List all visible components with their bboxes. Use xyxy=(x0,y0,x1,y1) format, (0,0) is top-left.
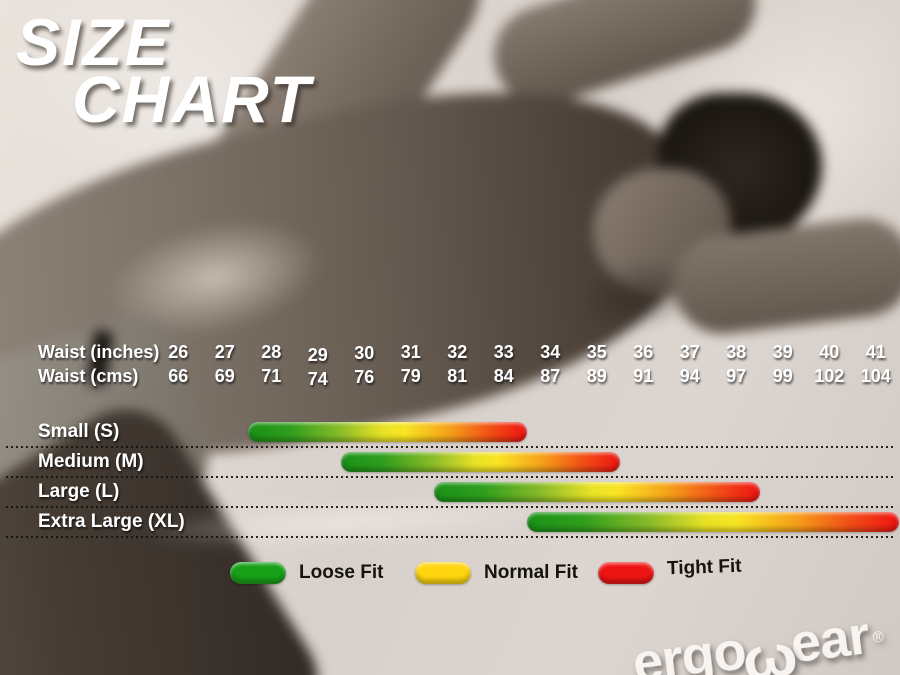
waist-inch-value: 39 xyxy=(772,342,793,362)
waist-inch-value: 36 xyxy=(633,342,654,362)
waist-cm-value: 79 xyxy=(400,366,421,386)
dotted-separator xyxy=(6,506,894,508)
dotted-separator xyxy=(6,536,894,538)
legend-item-tight-fit: Tight Fit xyxy=(598,556,742,584)
legend-item-loose-fit: Loose Fit xyxy=(230,562,383,584)
waist-cm-value: 87 xyxy=(540,366,561,386)
size-range-bar xyxy=(527,512,899,532)
waist-cm-value: 66 xyxy=(168,366,189,386)
waist-cms-label: Waist (cms) xyxy=(38,366,139,386)
size-range-bar xyxy=(434,482,760,502)
size-label: Small (S) xyxy=(38,421,120,442)
legend-swatch-normal-fit xyxy=(415,562,471,584)
waist-inch-value: 26 xyxy=(168,342,189,362)
waist-inches-label: Waist (inches) xyxy=(38,342,160,362)
size-label: Large (L) xyxy=(38,481,120,502)
waist-cm-value: 69 xyxy=(214,366,235,386)
waist-cm-value: 74 xyxy=(307,369,328,389)
waist-inch-value: 32 xyxy=(447,342,468,362)
waist-cm-value: 89 xyxy=(586,366,607,386)
waist-inch-value: 31 xyxy=(400,342,421,362)
waist-cm-value: 94 xyxy=(679,366,700,386)
waist-inch-value: 35 xyxy=(586,342,607,362)
registered-trademark-icon: ® xyxy=(871,628,884,647)
legend-swatch-loose-fit xyxy=(230,562,286,584)
legend-item-normal-fit: Normal Fit xyxy=(415,562,578,584)
size-range-bar xyxy=(341,452,620,472)
waist-cm-value: 99 xyxy=(772,366,793,386)
waist-cm-value: 91 xyxy=(633,366,654,386)
waist-inch-value: 29 xyxy=(307,345,328,365)
waist-cms-row: Waist (cms) 66 69 71 74 76 79 81 84 87 89 91 94 97 99… xyxy=(0,366,900,390)
size-row-small-s: Small (S) xyxy=(0,418,900,448)
title-line-chart: CHART xyxy=(72,61,312,136)
logo-stylized-w: ω xyxy=(738,622,800,675)
waist-inch-value: 40 xyxy=(819,342,840,362)
waist-inch-value: 38 xyxy=(726,342,747,362)
waist-cm-value: 84 xyxy=(493,366,514,386)
size-row-medium-m: Medium (M) xyxy=(0,448,900,478)
waist-inches-values: 26 27 28 29 30 31 32 33 34 35 36 37 38 39 40 41 xyxy=(155,342,899,365)
waist-cm-value: 76 xyxy=(354,367,375,387)
waist-cms-values: 66 69 71 74 76 79 81 84 87 89 91 94 97 99 102 104 xyxy=(155,366,899,389)
logo-text-ergo: ergo xyxy=(629,620,749,675)
waist-cm-value: 81 xyxy=(447,366,468,386)
legend-swatch-tight-fit xyxy=(598,562,654,584)
legend-label: Loose Fit xyxy=(299,562,384,583)
dotted-separator xyxy=(6,446,894,448)
size-row-extra-large-xl: Extra Large (XL) xyxy=(0,508,900,538)
logo-text-ear: ear xyxy=(786,605,872,675)
waist-inches-row: Waist (inches) 26 27 28 29 30 31 32 33 34 35 36 37 3… xyxy=(0,342,900,366)
legend-label: Tight Fit xyxy=(666,555,742,580)
legend-label: Normal Fit xyxy=(484,562,578,583)
waist-inch-value: 30 xyxy=(354,343,375,363)
waist-cm-value: 71 xyxy=(261,366,282,386)
dotted-separator xyxy=(6,476,894,478)
size-label: Extra Large (XL) xyxy=(38,511,185,532)
waist-cm-value: 102 xyxy=(814,366,845,386)
size-label: Medium (M) xyxy=(38,451,144,472)
waist-cm-value: 97 xyxy=(726,366,747,386)
title-line-size: SIZE xyxy=(16,5,171,79)
waist-inch-value: 27 xyxy=(214,342,235,362)
waist-inch-value: 41 xyxy=(865,342,886,362)
size-range-bar xyxy=(248,422,527,442)
page-title: SIZE CHART xyxy=(16,5,312,136)
waist-cm-value: 104 xyxy=(860,366,891,386)
waist-inch-value: 28 xyxy=(261,342,282,362)
fit-legend: Loose Fit Normal Fit Tight Fit xyxy=(0,556,900,594)
waist-inch-value: 34 xyxy=(540,342,561,362)
waist-inch-value: 37 xyxy=(679,342,700,362)
waist-inch-value: 33 xyxy=(493,342,514,362)
size-row-large-l: Large (L) xyxy=(0,478,900,508)
